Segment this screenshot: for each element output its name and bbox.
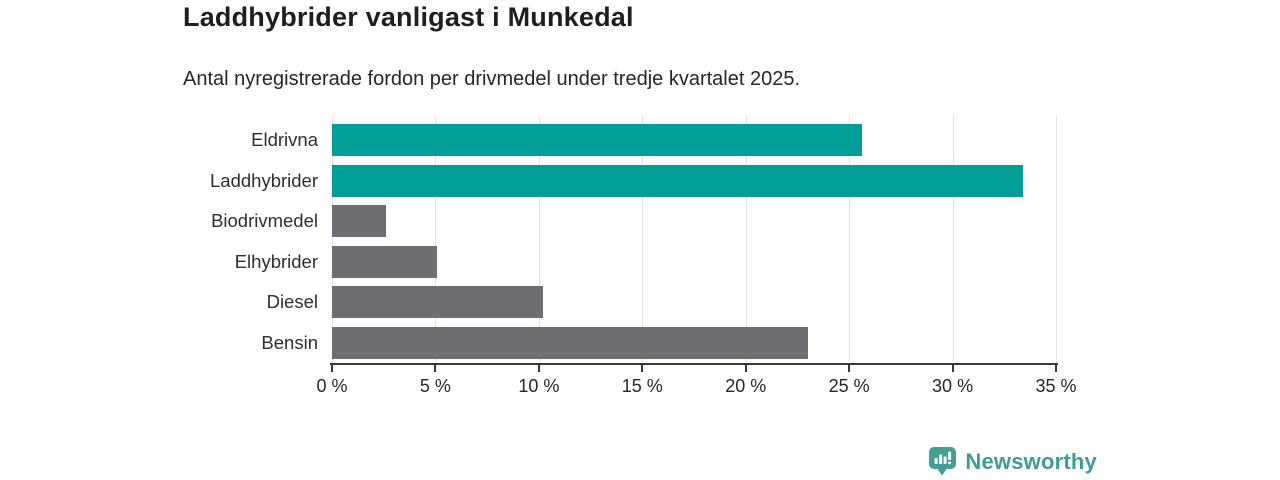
x-axis-line xyxy=(330,363,1058,365)
tick-label: 35 % xyxy=(1035,376,1077,396)
bar-biodrivmedel xyxy=(332,205,386,238)
category-label-biodrivmedel: Biodrivmedel xyxy=(211,210,318,232)
bar-track xyxy=(332,242,1056,283)
chart-row: Laddhybrider xyxy=(0,161,1056,202)
gridline xyxy=(1056,115,1057,363)
bar-laddhybrider xyxy=(332,164,1023,197)
gridline xyxy=(849,115,851,363)
tick-label: 15 % xyxy=(621,376,663,396)
gridline xyxy=(332,115,333,363)
chart-title: Laddhybrider vanligast i Munkedal xyxy=(183,2,634,32)
tick-mark xyxy=(848,365,851,372)
chart-row: Eldrivna xyxy=(0,120,1056,161)
tick-label: 25 % xyxy=(828,376,870,396)
bar-eldrivna xyxy=(332,124,862,157)
gridline xyxy=(538,115,540,363)
bar-track xyxy=(332,282,1056,323)
tick-label: 0 % xyxy=(316,376,348,396)
tick-label: 10 % xyxy=(518,376,560,396)
bar-elhybrider xyxy=(332,245,438,278)
tick-label: 20 % xyxy=(725,376,767,396)
tick-mark xyxy=(744,365,747,372)
newsworthy-logo-text: Newsworthy xyxy=(965,448,1097,474)
gridline xyxy=(435,115,437,363)
category-label-bensin: Bensin xyxy=(261,331,318,353)
bar-track xyxy=(332,161,1056,202)
chart-row: Bensin xyxy=(0,323,1056,364)
gridline xyxy=(952,115,954,363)
x-axis-ticks: 0 % 5 % 10 % 15 % 20 % 25 % 30 % 35 % xyxy=(316,365,1077,405)
bar-diesel xyxy=(332,286,543,319)
category-label-eldrivna: Eldrivna xyxy=(251,129,318,151)
gridline xyxy=(745,115,747,363)
bar-track xyxy=(332,323,1056,364)
chart-row: Diesel xyxy=(0,282,1056,323)
chart-subtitle: Antal nyregistrerade fordon per drivmede… xyxy=(183,68,801,90)
bar-bensin xyxy=(332,326,808,359)
bar-track xyxy=(332,120,1056,161)
tick-mark xyxy=(331,365,333,372)
chart-row: Elhybrider xyxy=(0,242,1056,283)
tick-mark xyxy=(537,365,540,372)
tick-label: 30 % xyxy=(932,376,974,396)
gridlines xyxy=(332,115,1057,363)
newsworthy-logo: Newsworthy xyxy=(929,447,1097,476)
tick-mark xyxy=(951,365,954,372)
tick-mark xyxy=(1055,365,1057,372)
category-label-laddhybrider: Laddhybrider xyxy=(210,169,318,191)
chart-rows: Eldrivna Laddhybrider Biodrivmedel Elhybrid… xyxy=(0,115,1056,363)
tick-label: 5 % xyxy=(419,376,451,396)
category-label-diesel: Diesel xyxy=(266,291,318,313)
bar-chart-speech-bubble-icon xyxy=(929,447,957,476)
chart-row: Biodrivmedel xyxy=(0,201,1056,242)
horizontal-bar-chart: Eldrivna Laddhybrider Biodrivmedel Elhybrid… xyxy=(0,115,1077,396)
tick-mark xyxy=(641,365,644,372)
tick-mark xyxy=(434,365,437,372)
gridline xyxy=(642,115,644,363)
bar-track xyxy=(332,201,1056,242)
category-label-elhybrider: Elhybrider xyxy=(234,250,318,272)
